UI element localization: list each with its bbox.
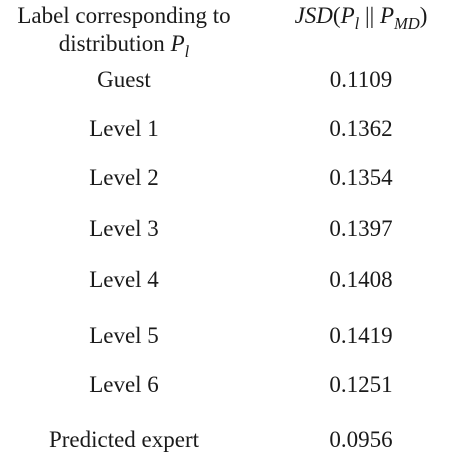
row-value: 0.1419 [329, 323, 393, 348]
label-column-header-word: distribution [58, 31, 165, 56]
jsd-close-paren: ) [419, 3, 428, 28]
table-row: Level 5 0.1419 [0, 320, 474, 352]
row-label: Predicted expert [48, 427, 200, 452]
row-value: 0.0956 [329, 427, 393, 452]
table-row: Predicted expert 0.0956 [0, 424, 474, 456]
row-value: 0.1109 [329, 67, 393, 92]
table-row: Level 1 0.1362 [0, 113, 474, 145]
row-value: 0.1354 [329, 165, 393, 190]
distribution-subscript: l [184, 41, 190, 61]
table-row: Level 6 0.1251 [0, 369, 474, 401]
jsd-function-name: JSD [294, 3, 333, 28]
jsd-separator: || [359, 3, 380, 28]
jsd-p1-symbol: P [340, 3, 355, 28]
jsd-p2-symbol: P [379, 3, 395, 28]
row-value: 0.1362 [329, 116, 393, 141]
jsd-p2-subscript: MD [394, 13, 420, 33]
jsd-column-header: JSD(Pl || PMD) [248, 2, 474, 38]
table-row: Level 3 0.1397 [0, 213, 474, 245]
label-column-header-line2: distribution Pl [0, 30, 248, 66]
table-row: Guest 0.1109 [0, 64, 474, 96]
table-row: Level 2 0.1354 [0, 162, 474, 194]
row-value: 0.1408 [329, 267, 393, 292]
row-value: 0.1251 [329, 372, 393, 397]
row-label: Level 6 [89, 372, 159, 397]
label-column-header: Label corresponding to distribution Pl [0, 2, 248, 66]
row-label: Level 5 [89, 323, 159, 348]
table-row: Level 4 0.1408 [0, 264, 474, 296]
row-label: Level 4 [89, 267, 159, 292]
row-label: Level 3 [89, 216, 159, 241]
jsd-open-paren: ( [332, 3, 341, 28]
row-label: Level 2 [89, 165, 159, 190]
row-label: Guest [97, 67, 151, 92]
label-column-header-line1: Label corresponding to [17, 3, 231, 28]
row-label: Level 1 [89, 116, 159, 141]
distribution-symbol: P [170, 31, 185, 56]
row-value: 0.1397 [329, 216, 393, 241]
jsd-p1-subscript: l [354, 13, 360, 33]
